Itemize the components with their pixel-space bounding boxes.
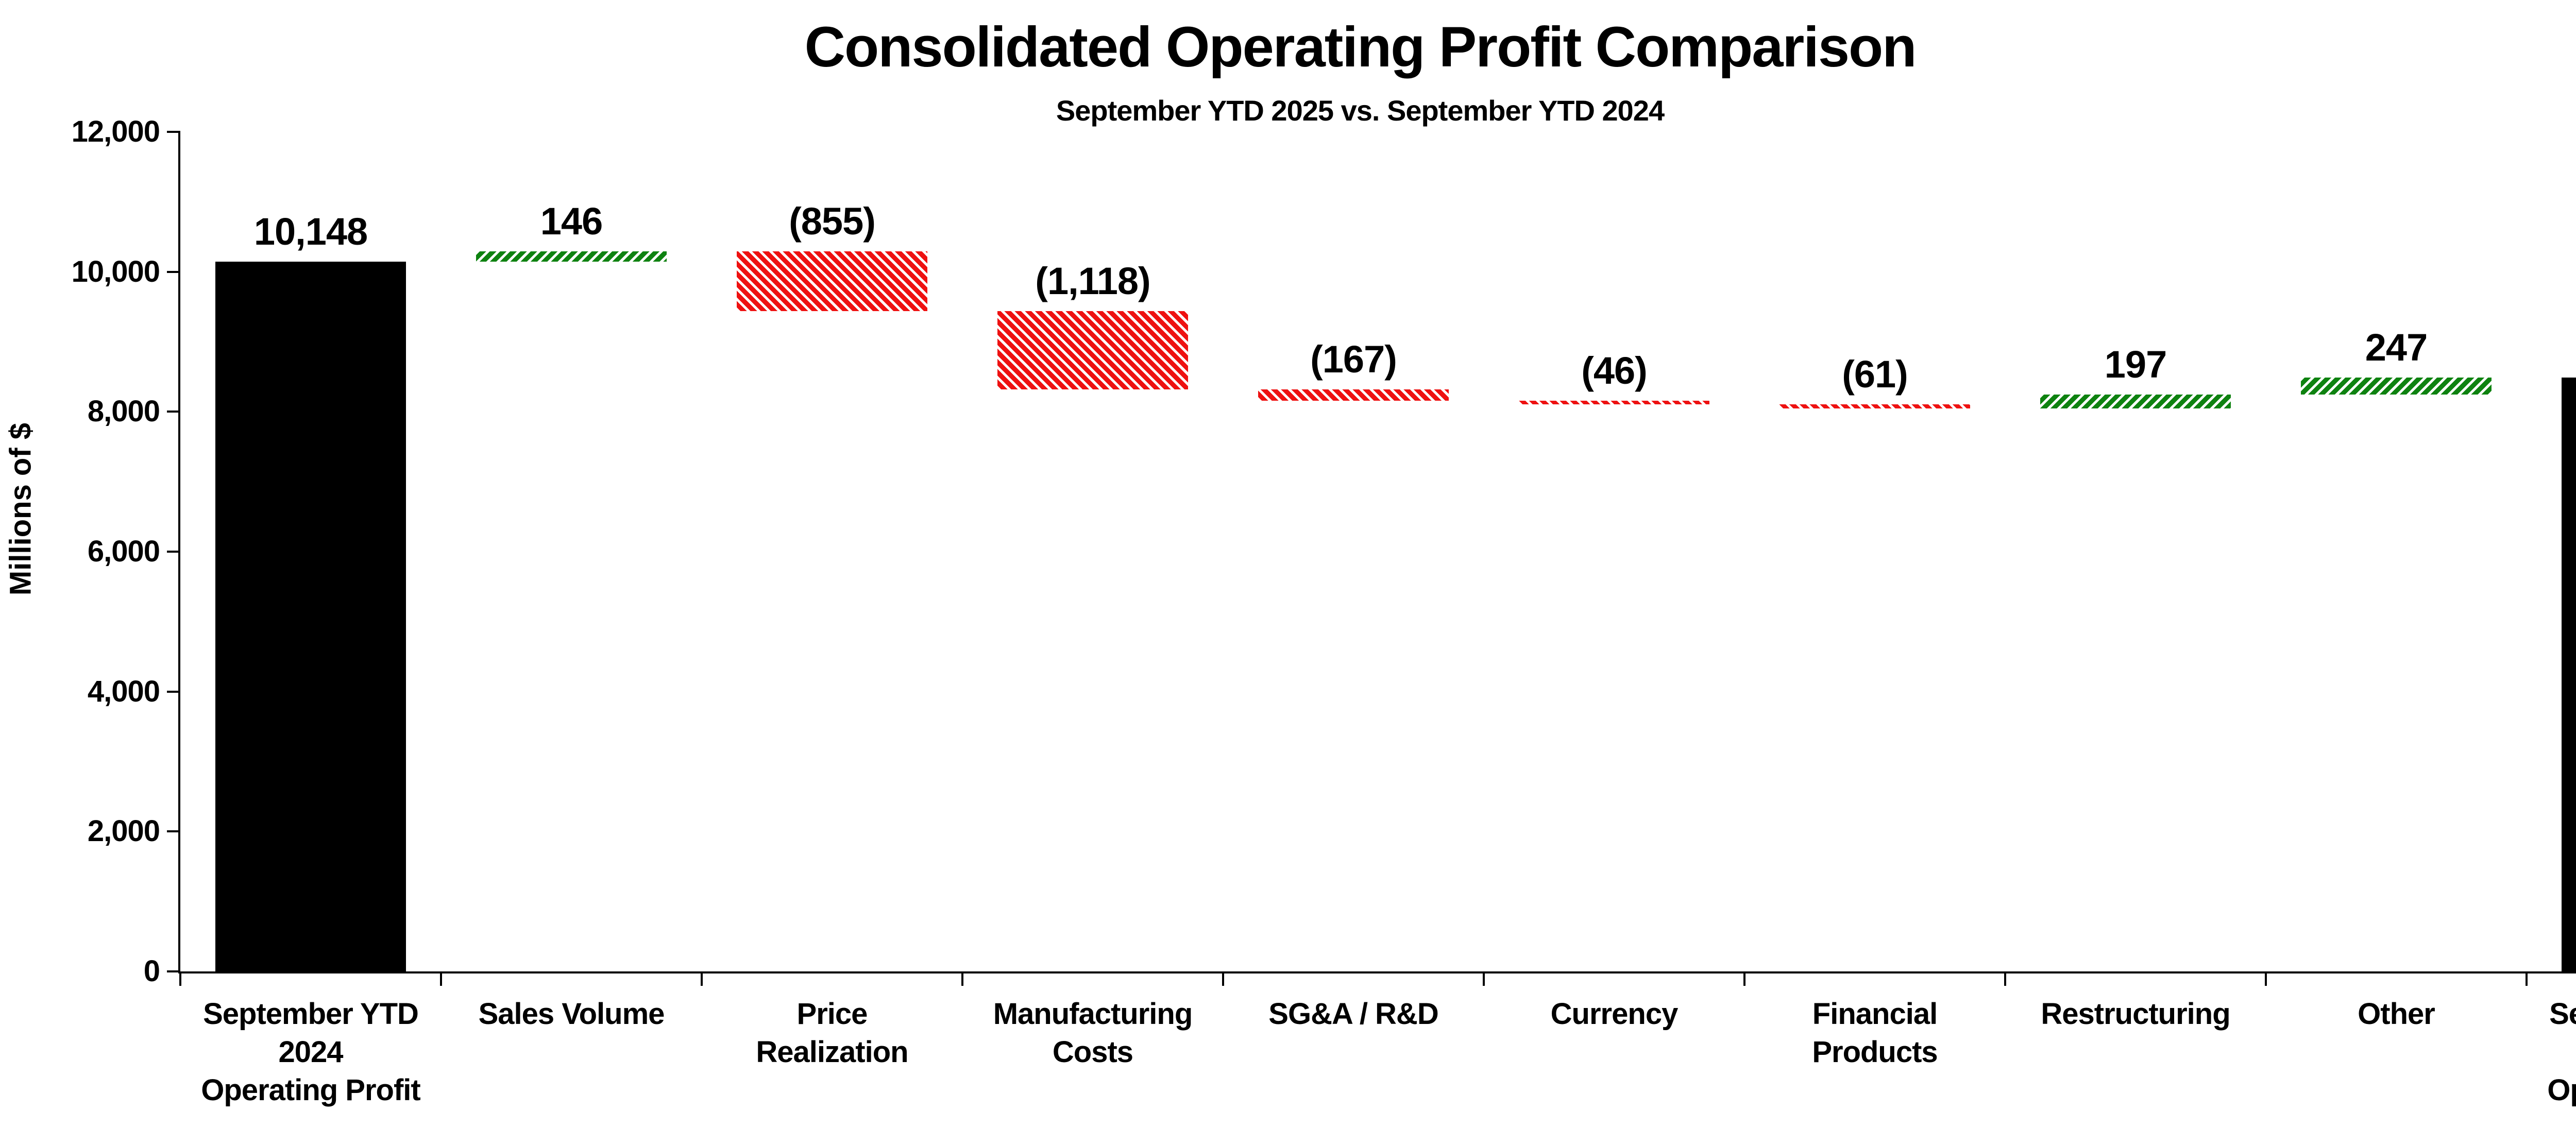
increase-bar [2301, 377, 2492, 395]
category-label-line: Restructuring [2041, 997, 2230, 1031]
bar-value-label: (61) [1842, 352, 1908, 396]
y-tick-label: 8,000 [87, 395, 160, 429]
y-tick-mark [167, 270, 180, 273]
y-tick-mark [167, 551, 180, 553]
category-label: Other [2258, 995, 2534, 1033]
x-tick-mark [1222, 971, 1224, 986]
bar-value-label: (855) [789, 199, 876, 243]
bar-value-label: 10,148 [253, 210, 368, 253]
x-tick-mark [1743, 971, 1745, 986]
chart-subtitle: September YTD 2025 vs. September YTD 202… [1056, 94, 1665, 127]
category-label: Sales Volume [433, 995, 709, 1033]
decrease-bar [1780, 404, 1970, 408]
x-tick-mark [2526, 971, 2528, 986]
category-label: Financial Products [1737, 995, 2013, 1071]
category-label-line: Costs [1052, 1035, 1133, 1069]
category-label: Currency [1476, 995, 1752, 1033]
y-tick-label: 12,000 [71, 115, 160, 148]
category-label-line: 2024 [278, 1035, 343, 1069]
y-axis-line [178, 132, 180, 973]
increase-bar [476, 251, 667, 262]
y-tick-mark [167, 131, 180, 133]
y-tick-mark [167, 411, 180, 413]
y-tick-mark [167, 830, 180, 833]
increase-bar [2040, 395, 2231, 408]
category-label-line: Operating Profit [2547, 1073, 2576, 1107]
category-label-line: Realization [756, 1035, 908, 1069]
y-tick-mark [167, 970, 180, 972]
y-tick-label: 4,000 [87, 674, 160, 708]
x-tick-mark [701, 971, 703, 986]
bar-value-label: 146 [540, 199, 603, 243]
decrease-bar [997, 311, 1188, 389]
category-label-line: 2025 [2519, 1033, 2576, 1071]
x-axis-line [178, 971, 2576, 973]
decrease-bar [737, 251, 927, 311]
category-label-line: September YTD [2549, 997, 2576, 1031]
category-label: SG&A / R&D [1215, 995, 1492, 1033]
y-tick-label: 6,000 [87, 535, 160, 568]
category-label: Price Realization [694, 995, 970, 1071]
category-label-line: Sales Volume [478, 997, 665, 1031]
x-tick-mark [961, 971, 963, 986]
y-tick-label: 10,000 [71, 254, 160, 288]
chart-title: Consolidated Operating Profit Comparison [804, 15, 1917, 79]
bar-value-label: (1,118) [1035, 259, 1150, 302]
category-label: Restructuring [1997, 995, 2274, 1033]
total-bar [2562, 377, 2576, 971]
category-label-line: Manufacturing [993, 997, 1193, 1031]
category-label: September YTD 2024 Operating Profit [173, 995, 449, 1109]
bar-value-label: 247 [2365, 326, 2428, 369]
bar-value-label: 8,491 [2527, 326, 2576, 369]
x-tick-mark [179, 971, 181, 986]
y-tick-mark [167, 690, 180, 693]
decrease-bar [1258, 389, 1449, 401]
y-axis-title: Millions of $ [4, 422, 38, 596]
category-label-line: Financial [1812, 997, 1938, 1031]
x-tick-mark [2004, 971, 2006, 986]
category-label-line: SG&A / R&D [1268, 997, 1438, 1031]
category-label-line: Other [2358, 997, 2435, 1031]
category-label-line: Price [796, 997, 868, 1031]
category-label-line: September YTD [203, 997, 419, 1031]
x-tick-mark [440, 971, 442, 986]
y-tick-label: 0 [143, 954, 160, 988]
bar-value-label: (46) [1581, 349, 1648, 392]
category-label-line: Products [1812, 1035, 1938, 1069]
decrease-bar [1519, 401, 1709, 404]
bar-value-label: (167) [1310, 337, 1397, 381]
y-tick-label: 2,000 [87, 814, 160, 848]
x-tick-mark [2265, 971, 2267, 986]
x-tick-mark [1483, 971, 1485, 986]
bar-value-label: 197 [2104, 343, 2167, 386]
total-bar [215, 261, 406, 971]
category-label-line: Operating Profit [201, 1073, 420, 1107]
category-label-line: Currency [1550, 997, 1679, 1031]
category-label: Manufacturing Costs [955, 995, 1231, 1071]
category-label: September YTD2025Operating Profit [2519, 995, 2576, 1109]
